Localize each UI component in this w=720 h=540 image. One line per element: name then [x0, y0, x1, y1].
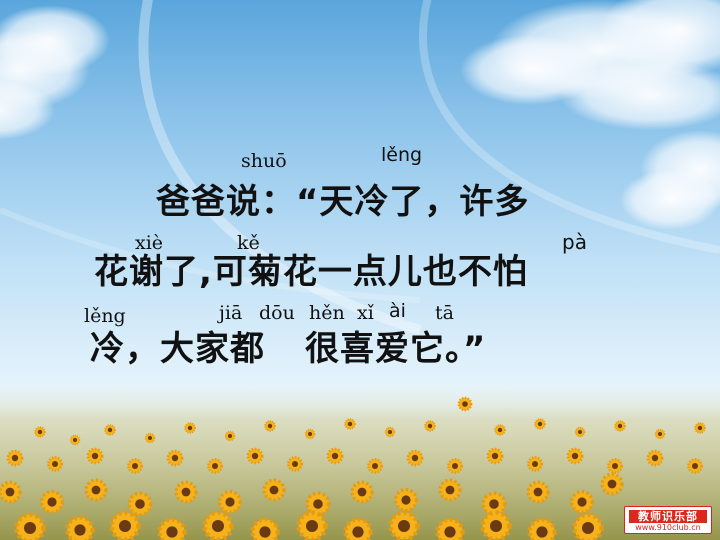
pinyin-ke: kě: [237, 232, 260, 254]
pinyin-hen: hěn: [309, 302, 345, 324]
text-line-3b: 很喜爱它。”: [305, 329, 487, 369]
logo-title: 教师识乐部: [629, 510, 707, 523]
pinyin-xie: xiè: [135, 232, 164, 254]
cloud-top-right: [460, 0, 720, 130]
pinyin-jia: jiā: [219, 302, 243, 324]
text-line-3a: 冷，大家都: [90, 329, 265, 369]
pinyin-dou: dōu: [259, 302, 295, 324]
cloud-left: [0, 5, 110, 140]
pinyin-xi: xǐ: [357, 302, 374, 324]
cloud-right: [620, 130, 720, 230]
pinyin-shuo: shuō: [241, 150, 287, 172]
light-swirl: [419, 0, 720, 254]
light-swirl: [138, 0, 422, 335]
pinyin-ta: tā: [435, 302, 454, 324]
pinyin-pa: pà: [562, 230, 587, 254]
pinyin-leng-2: lěng: [84, 305, 126, 327]
light-swirl: [0, 207, 421, 303]
pinyin-ai: ài: [389, 300, 406, 322]
logo-url: www.910club.cn: [635, 523, 701, 532]
text-line-2: 花谢了,可菊花一点儿也不怕: [94, 252, 528, 292]
pinyin-leng-1: lěng: [381, 144, 423, 166]
text-line-1: 爸爸说：“天冷了，许多: [156, 182, 530, 222]
site-logo: 教师识乐部 www.910club.cn: [624, 506, 712, 534]
